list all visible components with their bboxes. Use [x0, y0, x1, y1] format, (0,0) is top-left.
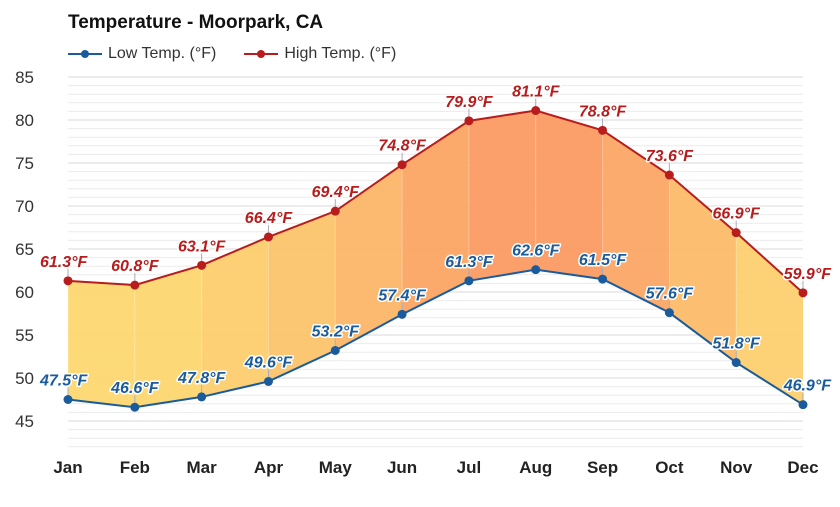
x-tick-label: Jan	[53, 458, 82, 477]
legend-marker-low	[68, 50, 102, 58]
data-point	[197, 260, 207, 270]
data-point	[464, 276, 474, 286]
data-point	[731, 358, 741, 368]
data-label: 81.1°F	[512, 84, 561, 101]
data-point	[531, 106, 541, 116]
data-label: 57.4°F	[378, 287, 427, 304]
data-label: 57.6°F	[646, 286, 695, 303]
x-tick-label: Nov	[720, 458, 753, 477]
legend-item-high[interactable]: High Temp. (°F)	[244, 45, 396, 63]
series-line	[67, 109, 804, 294]
range-fill-segment	[535, 110, 603, 280]
range-fill-segment	[602, 130, 670, 313]
data-label: 60.8°F	[111, 258, 160, 275]
y-tick-label: 80	[15, 111, 34, 130]
x-tick-label: Jun	[387, 458, 417, 477]
data-label: 66.4°F	[245, 210, 294, 227]
data-point	[464, 116, 474, 126]
data-point	[798, 288, 808, 298]
x-tick-label: Jul	[457, 458, 482, 477]
y-tick-label: 85	[15, 68, 34, 87]
range-fill-segment	[268, 211, 336, 382]
data-point	[130, 280, 140, 290]
x-tick-label: Aug	[519, 458, 552, 477]
data-point	[63, 395, 73, 404]
data-point	[531, 265, 541, 275]
legend-item-low[interactable]: Low Temp. (°F)	[68, 45, 216, 63]
data-label: 51.8°F	[713, 336, 762, 353]
y-tick-label: 60	[15, 283, 34, 302]
y-tick-label: 65	[15, 240, 34, 259]
data-point	[598, 274, 608, 284]
x-tick-label: Mar	[187, 458, 218, 477]
data-label: 66.9°F	[713, 206, 762, 223]
range-fill-segment	[134, 265, 202, 408]
data-label: 47.5°F	[39, 373, 89, 390]
data-label: 79.9°F	[445, 94, 494, 111]
range-fill-segment	[201, 236, 269, 397]
data-label: 73.6°F	[646, 148, 695, 165]
data-label: 61.3°F	[40, 254, 89, 271]
data-point	[197, 392, 207, 402]
x-tick-label: Oct	[655, 458, 684, 477]
x-tick-label: Sep	[587, 458, 618, 477]
y-tick-label: 50	[15, 369, 34, 388]
legend-marker-high	[244, 50, 279, 58]
data-point	[130, 402, 140, 412]
data-point	[330, 206, 340, 216]
data-point	[397, 160, 407, 170]
range-fill-segment	[68, 280, 135, 408]
data-label: 59.9°F	[784, 266, 833, 283]
data-label: 47.8°F	[177, 370, 227, 387]
data-point	[330, 345, 340, 355]
data-label: 61.3°F	[445, 254, 494, 271]
data-label: 46.6°F	[110, 380, 160, 397]
data-label: 63.1°F	[178, 238, 227, 255]
data-point	[598, 125, 608, 135]
data-point	[263, 232, 273, 242]
range-fill-segment	[669, 175, 737, 363]
range-fill-segment	[468, 110, 536, 281]
x-tick-label: May	[319, 458, 353, 477]
data-label: 49.6°F	[244, 354, 294, 371]
data-label: 62.6°F	[512, 243, 561, 260]
data-point	[664, 170, 674, 180]
range-fill-segment	[402, 120, 469, 315]
data-label: 61.5°F	[579, 252, 628, 269]
y-tick-label: 55	[15, 326, 34, 345]
legend-label-high: High Temp. (°F)	[284, 45, 397, 62]
data-point	[798, 400, 808, 410]
data-label: 74.8°F	[378, 138, 427, 155]
y-tick-label: 70	[15, 197, 34, 216]
x-tick-label: Dec	[787, 458, 818, 477]
data-label: 69.4°F	[312, 184, 361, 201]
data-point	[731, 228, 741, 238]
y-tick-label: 75	[15, 154, 34, 173]
data-label: 78.8°F	[579, 103, 628, 120]
data-point	[263, 376, 273, 386]
data-label: 46.9°F	[783, 378, 833, 395]
y-tick-label: 45	[15, 412, 34, 431]
series-line	[67, 268, 804, 409]
x-tick-label: Feb	[120, 458, 150, 477]
data-point	[664, 308, 674, 318]
legend: Low Temp. (°F) High Temp. (°F)	[68, 45, 396, 63]
chart-title: Temperature - Moorpark, CA	[68, 12, 324, 33]
data-point	[397, 309, 407, 319]
data-label: 53.2°F	[312, 323, 361, 340]
data-point	[63, 276, 73, 286]
range-fill-segment	[736, 232, 803, 405]
x-tick-label: Apr	[254, 458, 284, 477]
range-fill-segment	[335, 164, 403, 351]
legend-label-low: Low Temp. (°F)	[108, 45, 217, 62]
